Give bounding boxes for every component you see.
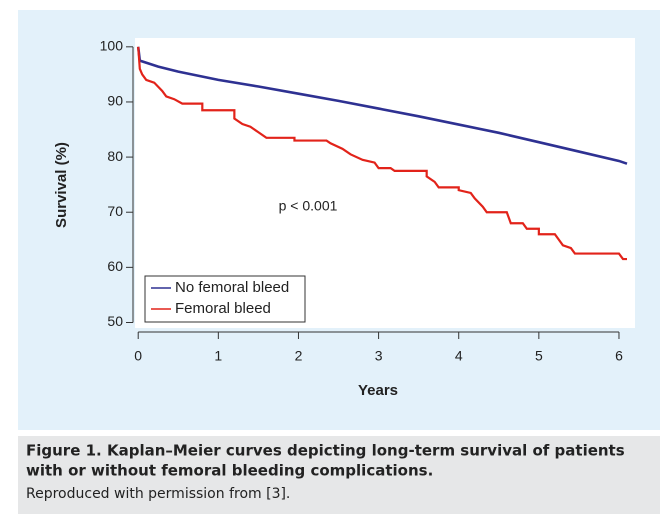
- y-tick-label: 50: [107, 313, 123, 329]
- survival-curve: [136, 46, 628, 165]
- x-axis-label: Years: [358, 382, 398, 399]
- x-tick-label: 1: [214, 348, 222, 364]
- y-tick-label: 100: [100, 38, 124, 54]
- y-tick-label: 90: [107, 93, 123, 109]
- caption-title: with or without femoral bleeding complic…: [26, 462, 433, 480]
- caption-title: Figure 1. Kaplan–Meier curves depicting …: [26, 442, 625, 460]
- y-axis-label: Survival (%): [53, 142, 70, 228]
- x-tick-label: 6: [615, 348, 623, 364]
- legend-label: Femoral bleed: [175, 300, 271, 317]
- survival-curve: [137, 46, 627, 261]
- y-tick-label: 60: [107, 258, 123, 274]
- x-tick-label: 5: [535, 348, 543, 364]
- y-tick-label: 80: [107, 148, 123, 164]
- caption-note: Reproduced with permission from [3].: [26, 486, 290, 502]
- x-tick-label: 2: [295, 348, 303, 364]
- legend-label: No femoral bleed: [175, 279, 289, 296]
- annotation: p < 0.001: [279, 198, 338, 214]
- caption-bg: [18, 436, 660, 514]
- x-tick-label: 3: [375, 348, 383, 364]
- x-tick-label: 0: [134, 348, 142, 364]
- x-tick-label: 4: [455, 348, 463, 364]
- y-tick-label: 70: [107, 203, 123, 219]
- legend-box: [144, 275, 306, 323]
